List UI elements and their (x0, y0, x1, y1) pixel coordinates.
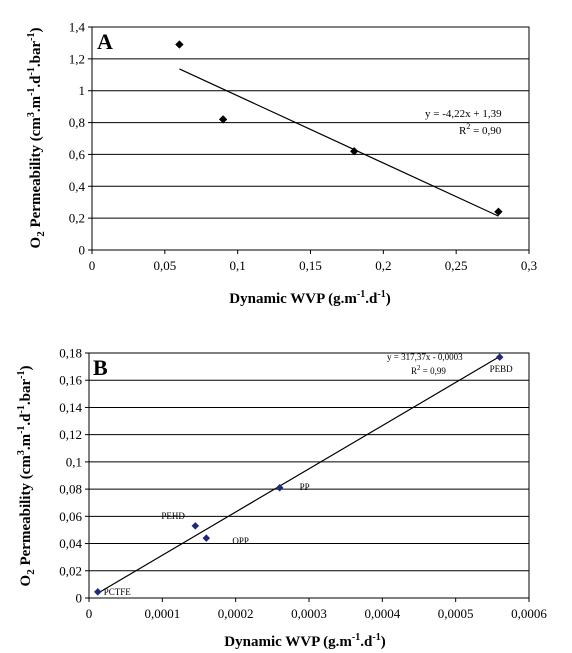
x-tick-label: 0 (89, 258, 96, 273)
y-tick-label: 0 (76, 591, 83, 606)
y-tick-label: 0 (79, 243, 86, 258)
x-tick-label: 0,1 (230, 258, 246, 273)
x-tick-label: 0,2 (375, 258, 391, 273)
x-axis-title-b: Dynamic WVP (g.m-1.d-1) (224, 632, 385, 650)
data-point (202, 534, 211, 542)
y-tick-label: 0,14 (59, 400, 82, 415)
x-tick-label: 0,05 (153, 258, 176, 273)
y-tick-label: 0,16 (59, 373, 82, 388)
grid-lines-b (89, 379, 529, 572)
data-point (191, 522, 200, 530)
trendline (179, 68, 499, 217)
r-squared-b: R2 = 0,99 (411, 364, 446, 376)
y-tick-labels-b: 0 0,02 0,04 0,06 0,08 0,1 0,12 0,14 0,16 0,18 (59, 346, 89, 606)
data-point (175, 40, 184, 49)
y-tick-label: 0,08 (59, 482, 82, 497)
x-axis-title-a: Dynamic WVP (g.m-1.d-1) (229, 289, 390, 307)
y-axis-title-b: O2 Permeability (cm3.m-1.d-1.bar-1) (16, 366, 37, 587)
y-tick-label: 0,6 (69, 147, 86, 162)
x-tick-label: 0,0003 (291, 606, 327, 621)
y-tick-label: 0,8 (69, 115, 85, 130)
data-point (350, 147, 359, 156)
r-squared-a: R2 = 0,90 (459, 122, 502, 137)
y-tick-label: 0,12 (59, 427, 82, 442)
point-label: PEBD (490, 364, 514, 374)
point-label: OPP (232, 536, 249, 546)
y-tick-label: 1 (79, 83, 86, 98)
data-point (495, 353, 504, 361)
data-point (94, 588, 102, 596)
plot-area-a (91, 26, 530, 251)
data-points-a (175, 40, 503, 216)
panel-letter-b: B (93, 355, 108, 380)
x-tick-label: 0,0001 (144, 606, 180, 621)
x-tick-label: 0,0005 (438, 606, 474, 621)
x-tick-label: 0,25 (445, 258, 468, 273)
point-label: PEHD (161, 511, 185, 521)
trendline (97, 355, 500, 594)
x-tick-labels-b: 0 0,0001 0,0002 0,0003 0,0004 0,0005 0,0006 (86, 598, 547, 621)
x-tick-label: 0,0004 (364, 606, 400, 621)
grid-lines-a (92, 58, 529, 219)
panel-letter-a: A (97, 29, 113, 54)
point-label: PP (300, 482, 310, 492)
data-points-b (94, 353, 504, 596)
x-tick-label: 0,3 (521, 258, 537, 273)
panel-a: 0 0,2 0,4 0,6 0,8 1 1,2 1,4 0 0,05 0,1 0,15 0,2 0,25… (26, 20, 537, 308)
y-tick-labels-a: 0 0,2 0,4 0,6 0,8 1 1,2 1,4 (69, 20, 92, 258)
y-tick-label: 1,2 (69, 51, 85, 66)
y-tick-label: 0,06 (59, 509, 82, 524)
y-tick-label: 0,2 (69, 211, 85, 226)
data-point (494, 207, 503, 216)
y-tick-label: 0,1 (66, 454, 82, 469)
x-tick-label: 0,0002 (218, 606, 254, 621)
data-point (275, 483, 284, 492)
y-tick-label: 0,18 (59, 346, 82, 361)
x-tick-label: 0,0006 (511, 606, 547, 621)
data-point (218, 115, 228, 124)
panel-b: 0 0,02 0,04 0,06 0,08 0,1 0,12 0,14 0,16 0,18 0 0,… (16, 346, 547, 651)
trendline-a (179, 68, 499, 217)
x-tick-label: 0 (86, 606, 93, 621)
y-tick-label: 1,4 (69, 20, 86, 35)
point-label: PCTFE (104, 587, 132, 597)
y-tick-label: 0,02 (59, 563, 82, 578)
plot-area-b (88, 352, 530, 599)
trendline-b (97, 355, 500, 594)
x-tick-label: 0,15 (299, 258, 322, 273)
equation-b: y = 317,37x - 0,0003 (387, 352, 463, 362)
y-axis-title-a: O2 Permeability (cm3.m-1.d-1.bar-1) (26, 28, 47, 249)
y-tick-label: 0,04 (59, 536, 82, 551)
equation-a: y = -4,22x + 1,39 (425, 108, 502, 120)
y-tick-label: 0,4 (69, 179, 86, 194)
point-labels-b: PCTFE PEHD OPP PP PEBD (104, 364, 513, 597)
x-tick-labels-a: 0 0,05 0,1 0,15 0,2 0,25 0,3 (89, 250, 537, 273)
